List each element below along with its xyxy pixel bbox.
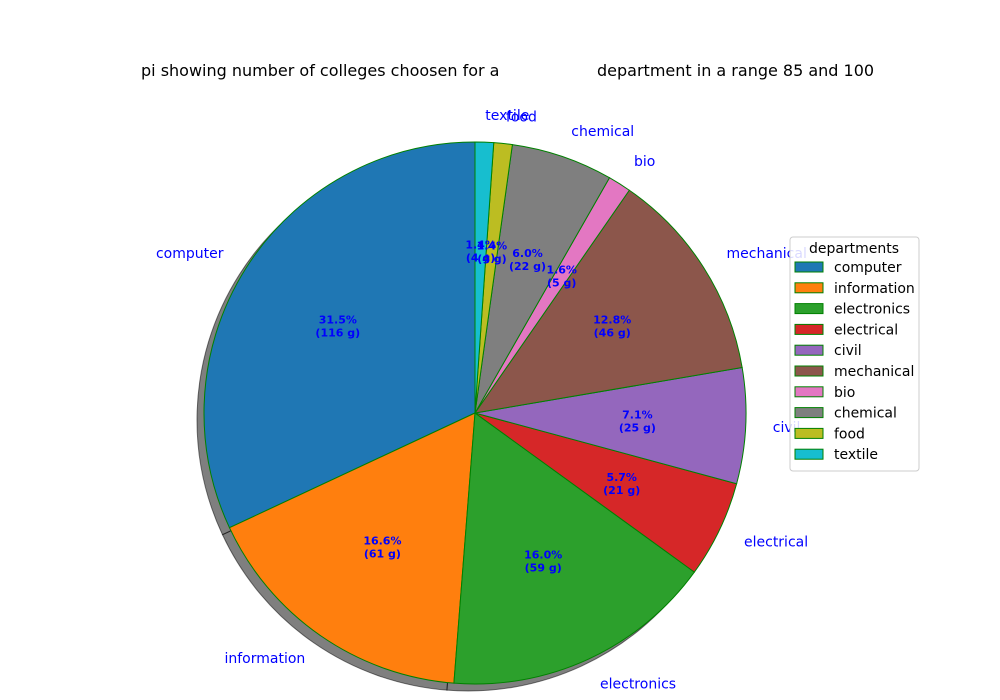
- legend-item-computer: computer: [794, 260, 902, 276]
- slice-civil: [474, 366, 747, 485]
- legend-swatch-electrical: [794, 323, 824, 335]
- legend-label-computer: computer: [834, 260, 902, 276]
- legend-label-information: information: [834, 281, 915, 297]
- slice-label-food: food: [506, 110, 537, 126]
- slice-computer: [203, 141, 476, 529]
- legend-item-textile: textile: [794, 447, 878, 463]
- legend-label-electrical: electrical: [834, 322, 898, 338]
- legend-swatch-chemical: [794, 407, 824, 419]
- legend-item-electronics: electronics: [794, 302, 910, 318]
- slice-label-computer: computer: [156, 246, 224, 262]
- percent-label-textile: 1.4% (4 g): [465, 239, 496, 265]
- legend-label-mechanical: mechanical: [834, 364, 914, 380]
- legend-item-civil: civil: [794, 343, 862, 359]
- percent-label-computer: 31.5% (116 g): [315, 314, 360, 340]
- slice-electronics: [453, 412, 696, 685]
- legend-item-chemical: chemical: [794, 406, 897, 422]
- percent-label-electronics: 16.0% (59 g): [524, 549, 562, 575]
- slice-label-information: information: [224, 651, 305, 667]
- percent-label-food: 1.4% (4 g): [477, 239, 508, 265]
- pie-slices: [203, 141, 747, 685]
- legend: departments computer information electroni…: [789, 236, 920, 472]
- percent-label-information: 16.6% (61 g): [363, 535, 401, 561]
- legend-label-textile: textile: [834, 447, 878, 463]
- chart-title-right: department in a range 85 and 100: [597, 61, 874, 80]
- slice-label-mechanical: mechanical: [727, 246, 807, 262]
- legend-swatch-computer: [794, 261, 824, 273]
- percent-labels: 31.5% (116 g) 16.6% (61 g) 16.0% (59 g) 5.7% (2…: [315, 239, 656, 575]
- legend-title: departments: [809, 241, 899, 257]
- legend-item-electrical: electrical: [794, 322, 898, 338]
- legend-label-electronics: electronics: [834, 302, 910, 318]
- legend-swatch-mechanical: [794, 365, 824, 377]
- legend-swatch-food: [794, 427, 824, 439]
- percent-label-bio: 1.6% (5 g): [546, 264, 577, 290]
- legend-label-chemical: chemical: [834, 406, 897, 422]
- slice-information: [228, 412, 476, 684]
- legend-label-bio: bio: [834, 385, 855, 401]
- percent-label-mechanical: 12.8% (46 g): [593, 314, 631, 340]
- legend-label-food: food: [834, 426, 865, 442]
- legend-item-information: information: [794, 281, 915, 297]
- legend-swatch-electronics: [794, 303, 824, 315]
- legend-item-mechanical: mechanical: [794, 364, 914, 380]
- legend-swatch-textile: [794, 448, 824, 460]
- percent-label-electrical: 5.7% (21 g): [603, 471, 640, 497]
- legend-swatch-bio: [794, 386, 824, 398]
- slice-label-electrical: electrical: [744, 535, 808, 551]
- legend-swatch-civil: [794, 344, 824, 356]
- legend-label-civil: civil: [834, 343, 862, 359]
- percent-label-chemical: 6.0% (22 g): [509, 247, 546, 273]
- slice-labels: computer information electronics electrical…: [156, 108, 808, 693]
- slice-label-bio: bio: [634, 154, 655, 170]
- legend-swatch-information: [794, 282, 824, 294]
- slice-label-chemical: chemical: [571, 124, 634, 140]
- slice-label-textile: textile: [485, 108, 529, 124]
- legend-item-bio: bio: [794, 385, 855, 401]
- percent-label-civil: 7.1% (25 g): [619, 409, 656, 435]
- slice-textile: [474, 141, 495, 414]
- legend-item-food: food: [794, 426, 865, 442]
- slice-mechanical: [473, 189, 743, 414]
- chart-title-left: pi showing number of colleges choosen fo…: [141, 61, 499, 80]
- slice-label-electronics: electronics: [600, 677, 676, 693]
